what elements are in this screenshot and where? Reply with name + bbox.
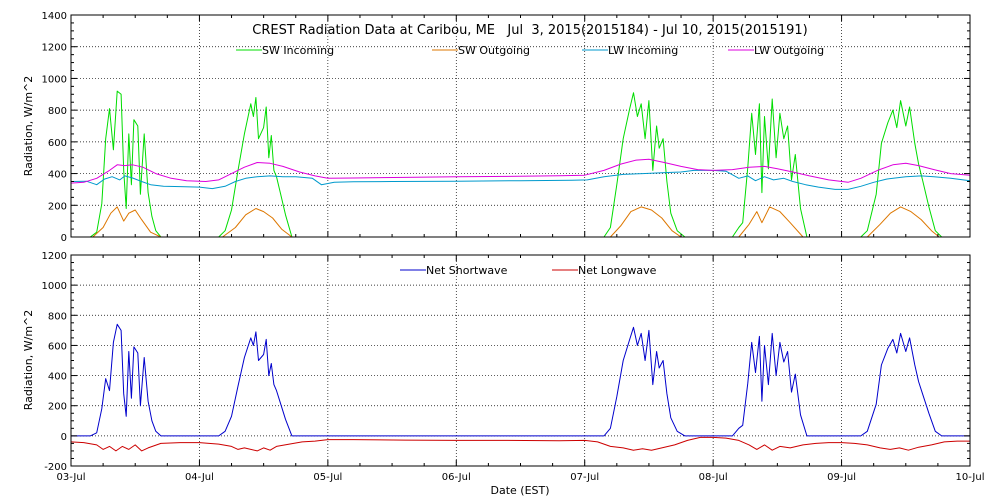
bottom-panel-frame [70,254,971,467]
y-tick-label: 0 [61,432,67,443]
series-lw-outgoing-legend-label: LW Outgoing [754,44,824,57]
y-tick-label: 1200 [42,251,67,262]
y-tick-label: 400 [48,372,67,383]
y-tick-label: 1400 [42,11,67,22]
bottom-legend: Net Shortwave Net Longwave [400,264,657,277]
x-tick-label: 09-Jul [827,472,856,483]
y-tick-label: 200 [48,402,67,413]
x-tick-label: 08-Jul [699,472,728,483]
x-tick-label: 06-Jul [442,472,471,483]
y-tick-label: 600 [48,138,67,149]
y-tick-label: 1200 [42,43,67,54]
series-net-shortwave-line [71,323,970,437]
y-tick-label: 400 [48,170,67,181]
chart-title: CREST Radiation Data at Caribou, ME Jul … [252,23,807,38]
series-lw-incoming-line [70,169,971,190]
y-tick-label: 0 [61,233,67,244]
top-panel: 0 200 400 600 800 1000 1200 1400 CREST Radiatio… [22,11,971,244]
series-net-longwave-line [70,436,970,452]
top-y-axis-label: Radiation, W/m^2 [22,76,35,177]
y-tick-label: 200 [48,201,67,212]
bottom-y-axis-label: Radiation, W/m^2 [22,310,35,411]
x-tick-label: 07-Jul [570,472,599,483]
series-sw-outgoing-legend-label: SW Outgoing [458,44,530,57]
series-sw-outgoing-line [71,206,970,238]
y-tick-label: 1000 [42,74,67,85]
series-net-longwave-legend-label: Net Longwave [578,264,657,277]
x-tick-label: 05-Jul [313,472,342,483]
y-tick-label: -200 [44,462,67,473]
y-tick-label: 800 [48,311,67,322]
top-legend: SW Incoming SW Outgoing LW Incoming LW Outg… [236,44,824,57]
y-tick-label: 800 [48,106,67,117]
x-axis-label: Date (EST) [490,484,549,497]
series-lw-outgoing-line [70,158,971,184]
bottom-panel: 03-Jul 04-Jul 05-Jul 06-Jul 07-Jul 08-Jul 09-J… [22,251,984,497]
series-lw-incoming-legend-label: LW Incoming [608,44,678,57]
series-net-shortwave-legend-label: Net Shortwave [426,264,508,277]
y-tick-label: 600 [48,341,67,352]
y-tick-label: 1000 [42,281,67,292]
series-sw-incoming-line [71,90,970,238]
x-tick-label: 10-Jul [956,472,985,483]
x-tick-label: 03-Jul [57,472,86,483]
x-tick-label: 04-Jul [185,472,214,483]
series-sw-incoming-legend-label: SW Incoming [262,44,334,57]
